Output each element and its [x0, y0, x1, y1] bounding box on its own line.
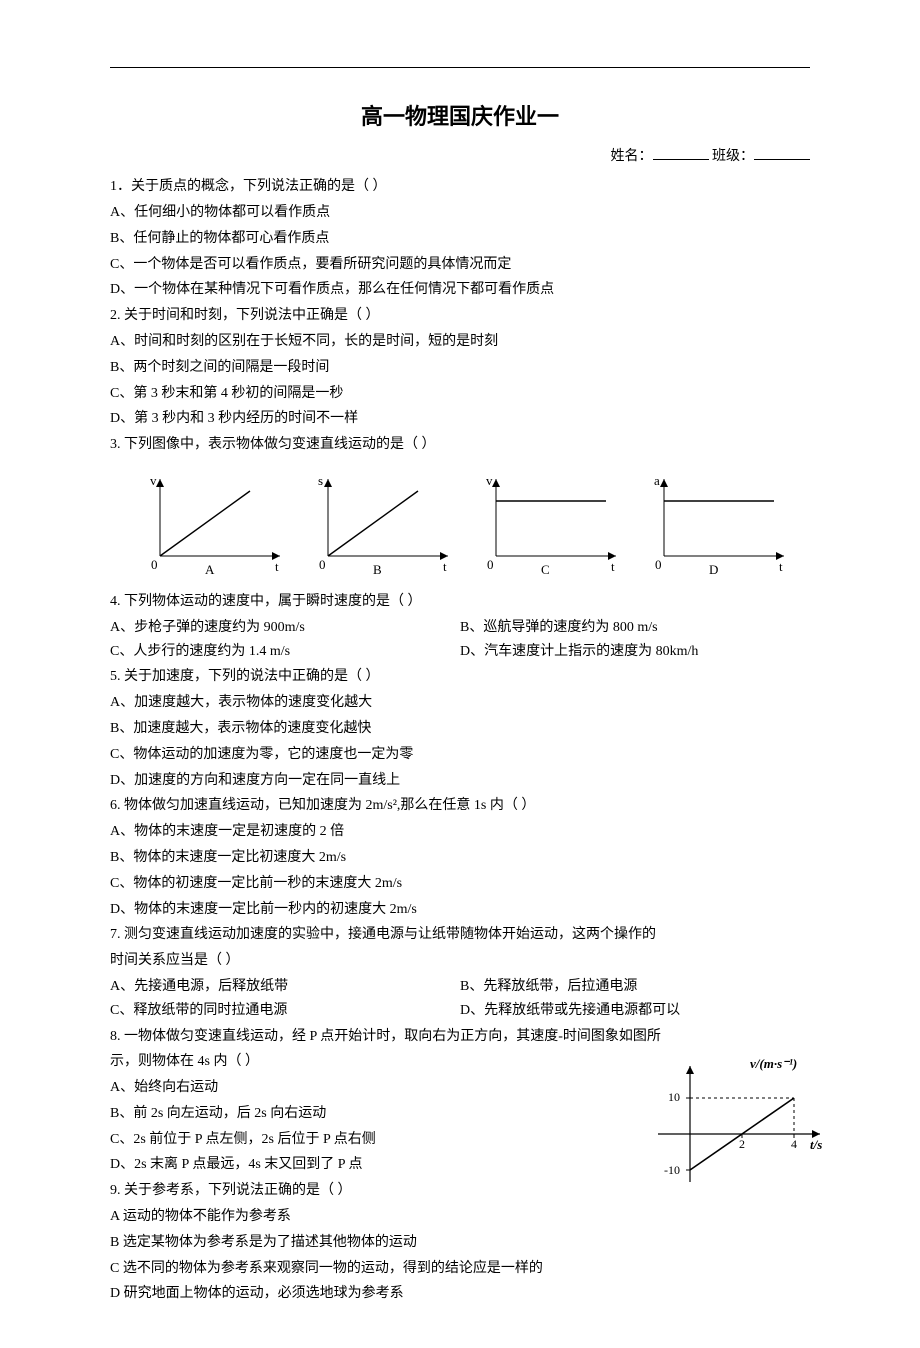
ylabel: s — [318, 473, 323, 488]
q2-c: C、第 3 秒末和第 4 秒初的间隔是一秒 — [110, 382, 810, 406]
ylabel: v — [486, 473, 493, 488]
svg-text:0: 0 — [319, 557, 326, 572]
page: 高一物理国庆作业一 姓名： 班级： 1．关于质点的概念，下列说法正确的是（ ） … — [0, 0, 920, 1348]
q7-b: B、先释放纸带，后拉通电源 — [460, 975, 810, 999]
q4-d: D、汽车速度计上指示的速度为 80km/h — [460, 640, 810, 664]
q2-d: D、第 3 秒内和 3 秒内经历的时间不一样 — [110, 407, 810, 431]
q9-c: C 选不同的物体为参考系来观察同一物的运动，得到的结论应是一样的 — [110, 1257, 810, 1281]
xlabel: t — [611, 559, 615, 574]
q3-stem: 3. 下列图像中，表示物体做匀变速直线运动的是（ ） — [110, 433, 810, 457]
q4-stem: 4. 下列物体运动的速度中，属于瞬时速度的是（ ） — [110, 590, 810, 614]
q6-b: B、物体的末速度一定比初速度大 2m/s — [110, 846, 810, 870]
name-blank[interactable] — [653, 145, 709, 160]
q3-figures: v t 0 A s t 0 B v t 0 C — [140, 471, 810, 576]
q4-opts: A、步枪子弹的速度约为 900m/s B、巡航导弹的速度约为 800 m/s C… — [110, 616, 810, 664]
q3-graph-a: v t 0 A — [140, 471, 290, 576]
q4-c: C、人步行的速度约为 1.4 m/s — [110, 640, 460, 664]
xtick-4: 4 — [791, 1137, 797, 1151]
q7-d: D、先释放纸带或先接通电源都可以 — [460, 999, 810, 1023]
q7-stem1: 7. 测匀变速直线运动加速度的实验中，接通电源与让纸带随物体开始运动，这两个操作… — [110, 923, 810, 947]
caption: D — [709, 562, 718, 576]
ytick-neg10: -10 — [664, 1163, 680, 1177]
q6-d: D、物体的末速度一定比前一秒内的初速度大 2m/s — [110, 898, 810, 922]
q8-block: 示，则物体在 4s 内（ ） A、始终向右运动 B、前 2s 向左运动，后 2s… — [110, 1050, 810, 1177]
q3-graph-c: v t 0 C — [476, 471, 626, 576]
q2-stem: 2. 关于时间和时刻，下列说法中正确是（ ） — [110, 304, 810, 328]
q7-stem2: 时间关系应当是（ ） — [110, 949, 810, 973]
q8-graph: v/(m·s⁻¹) t/s 10 -10 2 4 — [650, 1054, 840, 1194]
name-class-line: 姓名： 班级： — [110, 145, 810, 169]
caption: B — [373, 562, 382, 576]
q2-a: A、时间和时刻的区别在于长短不同，长的是时间，短的是时刻 — [110, 330, 810, 354]
caption: A — [205, 562, 215, 576]
svg-text:0: 0 — [487, 557, 494, 572]
q7-a: A、先接通电源，后释放纸带 — [110, 975, 460, 999]
q4-b: B、巡航导弹的速度约为 800 m/s — [460, 616, 810, 640]
q1-a: A、任何细小的物体都可以看作质点 — [110, 201, 810, 225]
ylabel: v — [150, 473, 157, 488]
q7-c: C、释放纸带的同时拉通电源 — [110, 999, 460, 1023]
q6-stem: 6. 物体做匀加速直线运动，已知加速度为 2m/s²,那么在任意 1s 内（ ） — [110, 794, 810, 818]
q6-a: A、物体的末速度一定是初速度的 2 倍 — [110, 820, 810, 844]
q9-d: D 研究地面上物体的运动，必须选地球为参考系 — [110, 1282, 810, 1306]
q9-a: A 运动的物体不能作为参考系 — [110, 1205, 810, 1229]
q7-opts: A、先接通电源，后释放纸带 B、先释放纸带，后拉通电源 C、释放纸带的同时拉通电… — [110, 975, 810, 1023]
top-rule — [110, 67, 810, 68]
class-blank[interactable] — [754, 145, 810, 160]
q5-b: B、加速度越大，表示物体的速度变化越快 — [110, 717, 810, 741]
ylabel: a — [654, 473, 660, 488]
xlabel: t — [443, 559, 447, 574]
q5-stem: 5. 关于加速度，下列的说法中正确的是（ ） — [110, 665, 810, 689]
ylabel: v/(m·s⁻¹) — [750, 1056, 797, 1071]
svg-text:0: 0 — [655, 557, 662, 572]
ytick-10: 10 — [668, 1090, 680, 1104]
xlabel: t — [275, 559, 279, 574]
q9-b: B 选定某物体为参考系是为了描述其他物体的运动 — [110, 1231, 810, 1255]
q1-c: C、一个物体是否可以看作质点，要看所研究问题的具体情况而定 — [110, 253, 810, 277]
q3-graph-d: a t 0 D — [644, 471, 794, 576]
q1-stem: 1．关于质点的概念，下列说法正确的是（ ） — [110, 175, 810, 199]
q8-stem1: 8. 一物体做匀变速直线运动，经 P 点开始计时，取向右为正方向，其速度-时间图… — [110, 1025, 810, 1049]
q6-c: C、物体的初速度一定比前一秒的末速度大 2m/s — [110, 872, 810, 896]
caption: C — [541, 562, 550, 576]
svg-text:0: 0 — [151, 557, 158, 572]
q4-a: A、步枪子弹的速度约为 900m/s — [110, 616, 460, 640]
q3-graph-b: s t 0 B — [308, 471, 458, 576]
q5-a: A、加速度越大，表示物体的速度变化越大 — [110, 691, 810, 715]
name-label: 姓名： — [611, 149, 653, 164]
xlabel: t/s — [810, 1137, 822, 1152]
q1-b: B、任何静止的物体都可心看作质点 — [110, 227, 810, 251]
q5-c: C、物体运动的加速度为零，它的速度也一定为零 — [110, 743, 810, 767]
xlabel: t — [779, 559, 783, 574]
q5-d: D、加速度的方向和速度方向一定在同一直线上 — [110, 769, 810, 793]
xtick-2: 2 — [739, 1137, 745, 1151]
page-title: 高一物理国庆作业一 — [110, 98, 810, 135]
q1-d: D、一个物体在某种情况下可看作质点，那么在任何情况下都可看作质点 — [110, 278, 810, 302]
class-label: 班级： — [712, 149, 754, 164]
q2-b: B、两个时刻之间的间隔是一段时间 — [110, 356, 810, 380]
